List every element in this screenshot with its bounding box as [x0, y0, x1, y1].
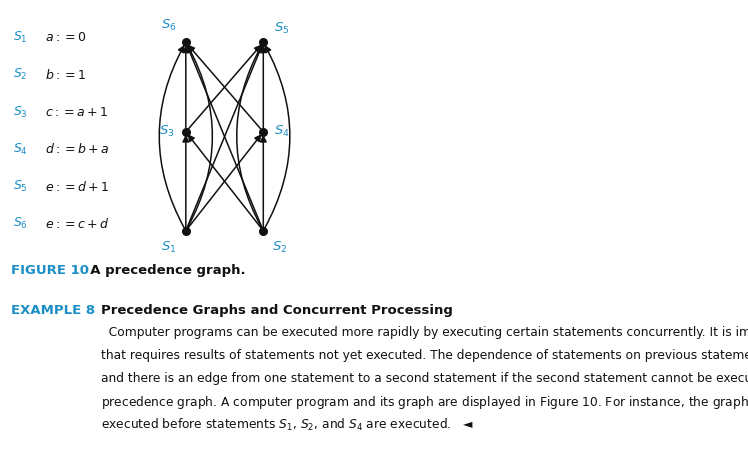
- Text: precedence graph. A computer program and its graph are displayed in Figure 10. F: precedence graph. A computer program and…: [101, 394, 748, 411]
- Text: $S_4$: $S_4$: [13, 142, 28, 157]
- Text: $a:=0$: $a:=0$: [45, 31, 86, 44]
- Text: $S_4$: $S_4$: [275, 124, 290, 139]
- Text: $e:=c+d$: $e:=c+d$: [45, 217, 109, 231]
- Text: that requires results of statements not yet executed. The dependence of statemen: that requires results of statements not …: [101, 349, 748, 362]
- Text: $b:=1$: $b:=1$: [45, 68, 86, 82]
- Text: $S_6$: $S_6$: [13, 216, 28, 231]
- Text: $S_3$: $S_3$: [159, 124, 175, 139]
- Text: FIGURE 10: FIGURE 10: [11, 264, 89, 277]
- Text: and there is an edge from one statement to a second statement if the second stat: and there is an edge from one statement …: [101, 372, 748, 385]
- Text: $S_6$: $S_6$: [162, 18, 177, 33]
- Text: Computer programs can be executed more rapidly by executing certain statements c: Computer programs can be executed more r…: [101, 326, 748, 340]
- Text: Precedence Graphs and Concurrent Processing: Precedence Graphs and Concurrent Process…: [101, 304, 453, 317]
- Text: $e:=d+1$: $e:=d+1$: [45, 179, 108, 194]
- Text: $S_3$: $S_3$: [13, 105, 28, 120]
- Text: $S_5$: $S_5$: [13, 179, 28, 194]
- Text: EXAMPLE 8: EXAMPLE 8: [11, 304, 95, 317]
- Text: $S_2$: $S_2$: [13, 67, 28, 82]
- Text: $S_2$: $S_2$: [272, 240, 288, 255]
- Text: $S_1$: $S_1$: [162, 240, 177, 255]
- Text: $S_5$: $S_5$: [275, 21, 290, 36]
- Text: $c:=a+1$: $c:=a+1$: [45, 106, 108, 119]
- Text: executed before statements $S_1$, $S_2$, and $S_4$ are executed.   ◄: executed before statements $S_1$, $S_2$,…: [101, 417, 473, 433]
- Text: $d:=b+a$: $d:=b+a$: [45, 142, 109, 156]
- Text: $S_1$: $S_1$: [13, 30, 28, 45]
- Text: A precedence graph.: A precedence graph.: [81, 264, 245, 277]
